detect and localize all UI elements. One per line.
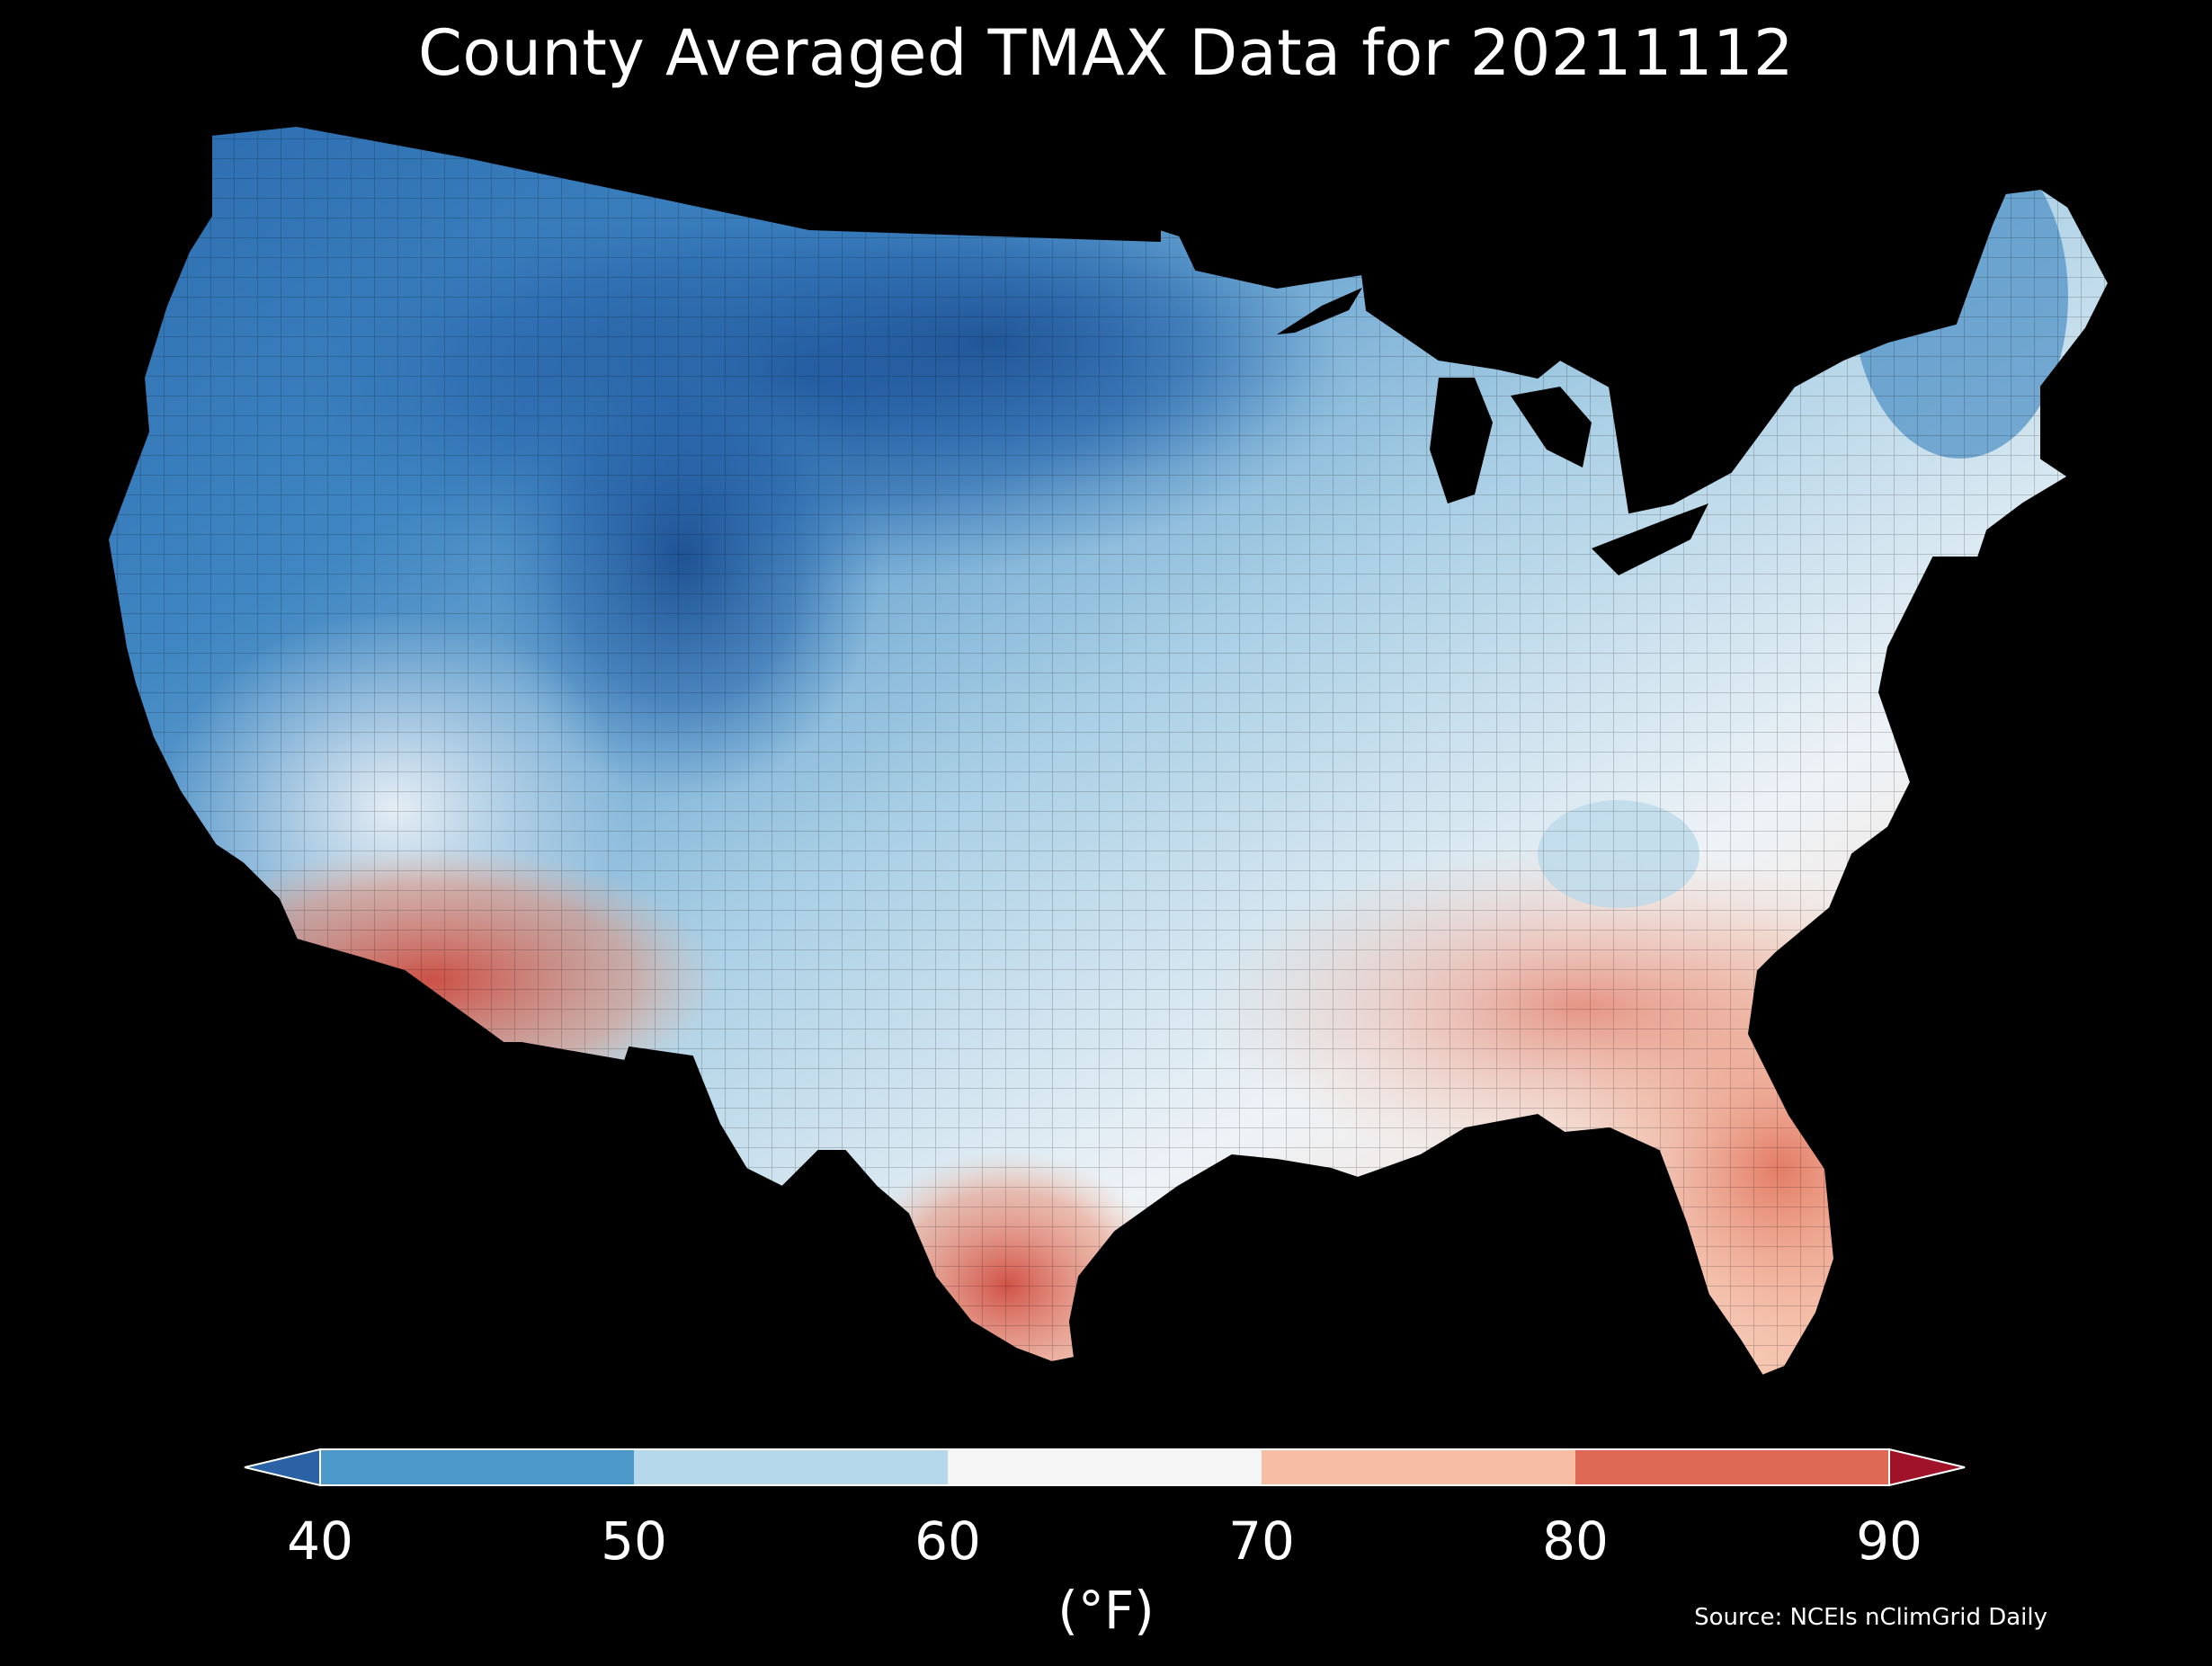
colorbar-bin xyxy=(1575,1449,1889,1485)
colorbar-tick-label: 40 xyxy=(287,1510,353,1572)
colorbar-tick-label: 70 xyxy=(1228,1510,1295,1572)
colorbar xyxy=(244,1448,1966,1487)
colorbar-unit-label: (°F) xyxy=(1057,1580,1155,1641)
colorbar-tick-label: 90 xyxy=(1856,1510,1922,1572)
colorbar-frame xyxy=(319,1448,1890,1486)
colorbar-bin xyxy=(634,1449,948,1485)
colorbar-tick-label: 60 xyxy=(914,1510,981,1572)
colorbar-bin xyxy=(320,1449,634,1485)
colorbar-bin xyxy=(948,1449,1262,1485)
map-title: County Averaged TMAX Data for 20211112 xyxy=(417,16,1795,90)
colorbar-tick-label: 80 xyxy=(1542,1510,1609,1572)
source-credit: Source: NCEIs nClimGrid Daily xyxy=(1694,1604,2047,1631)
great-lakes xyxy=(1277,288,1708,575)
colorbar-extend-low xyxy=(244,1448,321,1487)
colorbar-tick-label: 50 xyxy=(601,1510,667,1572)
colorbar-extend-high xyxy=(1888,1448,1966,1487)
colorbar-bin xyxy=(1262,1449,1575,1485)
